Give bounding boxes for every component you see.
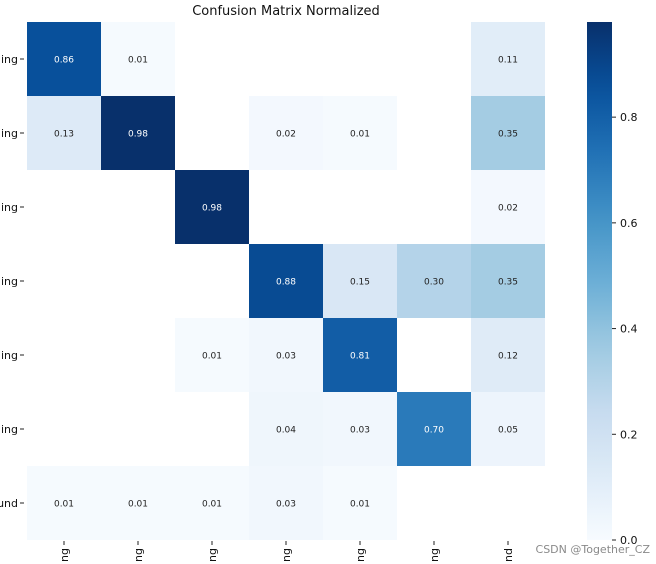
cell-value-label: 0.35 [498, 130, 518, 140]
watermark: CSDN @Together_CZ [535, 543, 650, 556]
heatmap-cell [471, 244, 545, 318]
cell-value-label: 0.88 [276, 278, 296, 288]
cell-value-label: 0.01 [350, 500, 370, 510]
cell-value-label: 0.13 [54, 130, 74, 140]
heatmap-cell [175, 318, 249, 392]
heatmap-cell [471, 22, 545, 96]
row-tick-label: ing [1, 349, 18, 362]
heatmap-cell [175, 170, 249, 244]
row-tick-label: ing [1, 127, 18, 140]
heatmap-cell [249, 244, 323, 318]
cell-value-label: 0.01 [202, 352, 222, 362]
heatmap-cell [249, 96, 323, 170]
cell-value-label: 0.01 [128, 500, 148, 510]
heatmap-cell [471, 318, 545, 392]
cell-value-label: 0.03 [350, 426, 370, 436]
col-tick-label: ng [206, 548, 219, 562]
heatmap-cell [175, 466, 249, 540]
cell-value-label: 0.02 [276, 130, 296, 140]
heatmap-cell [249, 466, 323, 540]
row-tick-label: ing [1, 53, 18, 66]
cell-value-label: 0.05 [498, 426, 518, 436]
colorbar-tick-label: 0.4 [620, 323, 638, 336]
col-tick-label: ng [428, 548, 441, 562]
cell-value-label: 0.15 [350, 278, 370, 288]
heatmap-cell [323, 244, 397, 318]
heatmap-cell [27, 466, 101, 540]
cell-value-label: 0.35 [498, 278, 518, 288]
heatmap-cell [471, 96, 545, 170]
heatmap-cell [249, 318, 323, 392]
heatmap-cell [397, 244, 471, 318]
cell-value-label: 0.01 [54, 500, 74, 510]
heatmap-cell [471, 170, 545, 244]
cell-value-label: 0.04 [276, 426, 296, 436]
heatmap-cell [323, 318, 397, 392]
cell-value-label: 0.03 [276, 352, 296, 362]
row-tick-label: und [0, 497, 18, 510]
colorbar-tick-label: 0.0 [620, 534, 638, 547]
cell-value-label: 0.12 [498, 352, 518, 362]
row-tick-label: ing [1, 423, 18, 436]
row-tick-label: ing [1, 275, 18, 288]
cell-value-label: 0.02 [498, 204, 518, 214]
colorbar-tick-label: 0.2 [620, 428, 638, 441]
cell-value-label: 0.70 [424, 426, 444, 436]
heatmap-cell [27, 22, 101, 96]
cell-value-label: 0.98 [202, 204, 222, 214]
col-tick-label: ng [132, 548, 145, 562]
heatmap-cell [323, 96, 397, 170]
cell-value-label: 0.98 [128, 130, 148, 140]
row-tick-label: ing [1, 201, 18, 214]
heatmap-cell [471, 392, 545, 466]
col-tick-label: ng [58, 548, 71, 562]
col-tick-label: ng [354, 548, 367, 562]
chart-title: Confusion Matrix Normalized [192, 4, 380, 19]
heatmap-cell [101, 22, 175, 96]
cell-value-label: 0.01 [128, 56, 148, 66]
cell-value-label: 0.81 [350, 352, 370, 362]
colorbar-tick-label: 0.6 [620, 217, 638, 230]
colorbar-tick-label: 0.8 [620, 111, 638, 124]
cell-value-label: 0.01 [202, 500, 222, 510]
col-tick-label: nd [502, 548, 515, 562]
colorbar [587, 22, 612, 540]
col-tick-label: ng [280, 548, 293, 562]
heatmap-cell [27, 96, 101, 170]
heatmap-cell [323, 466, 397, 540]
cell-value-label: 0.86 [54, 56, 74, 66]
cell-value-label: 0.01 [350, 130, 370, 140]
heatmap-cell [101, 466, 175, 540]
heatmap-cell [323, 392, 397, 466]
heatmap-cell [101, 96, 175, 170]
heatmap-cell [397, 392, 471, 466]
cell-value-label: 0.03 [276, 500, 296, 510]
cell-value-label: 0.11 [498, 56, 518, 66]
cell-value-label: 0.30 [424, 278, 444, 288]
heatmap-cell [249, 392, 323, 466]
